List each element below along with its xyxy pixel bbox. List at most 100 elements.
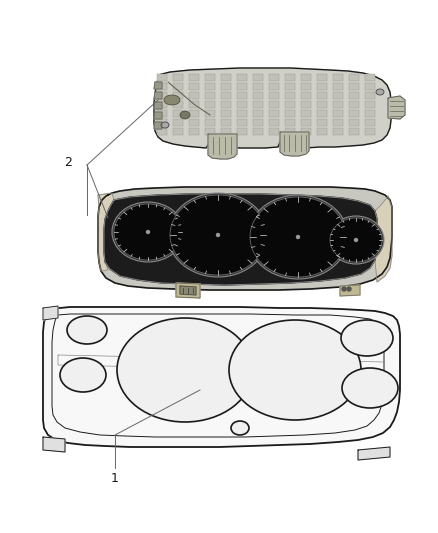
Bar <box>205 74 215 80</box>
Bar <box>253 92 263 99</box>
Bar <box>221 74 231 80</box>
Polygon shape <box>375 196 392 282</box>
Bar <box>205 127 215 134</box>
Polygon shape <box>154 92 162 99</box>
Text: 2: 2 <box>64 157 72 169</box>
Bar <box>157 83 167 90</box>
Bar <box>301 127 311 134</box>
Bar <box>173 92 183 99</box>
Bar <box>349 127 359 134</box>
Ellipse shape <box>229 320 361 420</box>
Bar <box>317 127 327 134</box>
Polygon shape <box>358 447 390 460</box>
Circle shape <box>146 230 149 233</box>
Bar <box>253 74 263 80</box>
Bar <box>189 118 199 125</box>
Bar <box>349 92 359 99</box>
Bar <box>317 83 327 90</box>
Ellipse shape <box>376 89 384 95</box>
Bar <box>365 83 375 90</box>
Bar <box>157 109 167 117</box>
Ellipse shape <box>60 358 106 392</box>
Bar <box>157 101 167 108</box>
Bar <box>221 127 231 134</box>
Polygon shape <box>154 122 162 129</box>
Bar <box>237 101 247 108</box>
Bar <box>157 92 167 99</box>
Ellipse shape <box>342 368 398 408</box>
Bar <box>205 118 215 125</box>
Polygon shape <box>43 307 400 447</box>
Bar <box>333 92 343 99</box>
Polygon shape <box>98 193 114 271</box>
Bar <box>317 118 327 125</box>
Bar <box>285 101 295 108</box>
Ellipse shape <box>161 122 169 128</box>
Bar <box>157 127 167 134</box>
Bar <box>237 92 247 99</box>
Bar <box>173 83 183 90</box>
Bar <box>157 74 167 80</box>
Bar <box>221 83 231 90</box>
Ellipse shape <box>180 111 190 119</box>
Bar <box>317 109 327 117</box>
Bar <box>173 74 183 80</box>
Bar <box>333 101 343 108</box>
Polygon shape <box>154 102 162 109</box>
Bar <box>301 109 311 117</box>
Bar <box>349 109 359 117</box>
Bar <box>253 127 263 134</box>
Circle shape <box>347 287 351 291</box>
Polygon shape <box>280 132 309 156</box>
Bar <box>269 101 279 108</box>
Bar <box>285 74 295 80</box>
Ellipse shape <box>328 216 384 264</box>
Bar <box>301 92 311 99</box>
Bar <box>189 101 199 108</box>
Bar <box>285 127 295 134</box>
Bar <box>301 118 311 125</box>
Bar <box>349 101 359 108</box>
Ellipse shape <box>114 204 182 260</box>
Bar <box>221 92 231 99</box>
Circle shape <box>216 233 219 237</box>
Polygon shape <box>154 82 162 89</box>
Bar <box>189 83 199 90</box>
Bar <box>189 127 199 134</box>
Bar <box>173 127 183 134</box>
Bar <box>157 118 167 125</box>
Ellipse shape <box>248 195 348 279</box>
Bar <box>365 109 375 117</box>
Bar <box>189 74 199 80</box>
Bar <box>189 92 199 99</box>
Bar <box>253 101 263 108</box>
Bar <box>237 74 247 80</box>
Polygon shape <box>154 68 391 148</box>
Bar <box>317 74 327 80</box>
Bar <box>253 118 263 125</box>
Bar <box>221 109 231 117</box>
Ellipse shape <box>168 193 268 277</box>
Bar <box>269 109 279 117</box>
Bar <box>173 118 183 125</box>
Circle shape <box>354 238 357 241</box>
Text: 1: 1 <box>111 472 119 484</box>
Bar <box>269 118 279 125</box>
Bar <box>333 74 343 80</box>
Ellipse shape <box>330 218 382 262</box>
Bar <box>173 101 183 108</box>
Polygon shape <box>180 286 196 295</box>
Polygon shape <box>388 96 405 119</box>
Bar <box>189 109 199 117</box>
Bar <box>205 83 215 90</box>
Bar <box>333 83 343 90</box>
Ellipse shape <box>117 318 253 422</box>
Bar <box>285 109 295 117</box>
Bar <box>301 74 311 80</box>
Bar <box>221 101 231 108</box>
Bar <box>237 83 247 90</box>
Bar <box>365 127 375 134</box>
Ellipse shape <box>67 316 107 344</box>
Bar <box>365 74 375 80</box>
Bar <box>221 118 231 125</box>
